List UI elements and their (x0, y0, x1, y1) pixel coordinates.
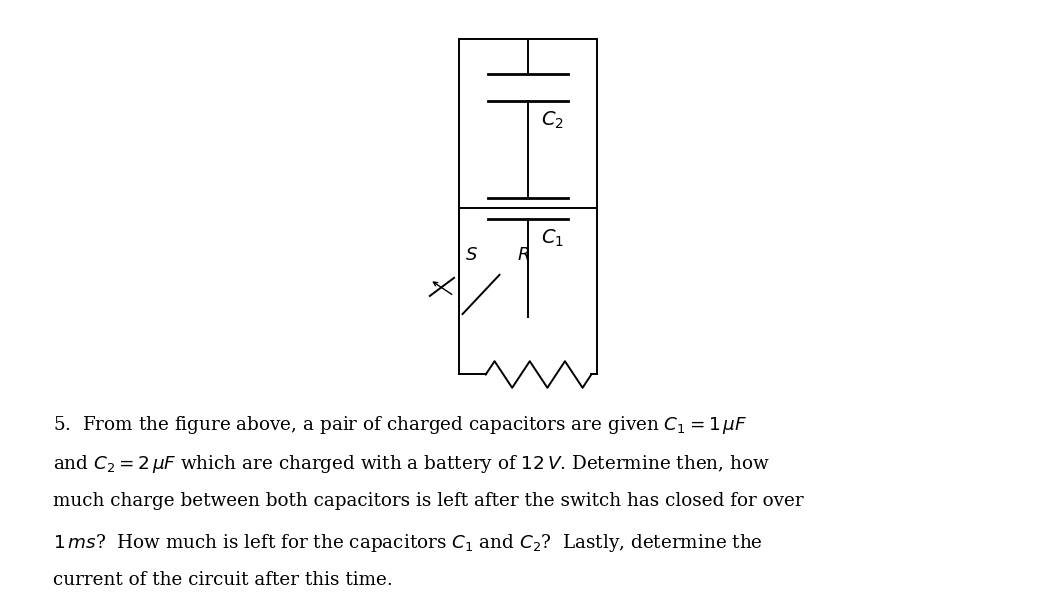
Text: $S$: $S$ (465, 246, 477, 264)
Text: 5.  From the figure above, a pair of charged capacitors are given $C_1 = 1\,\mu : 5. From the figure above, a pair of char… (53, 414, 747, 435)
Text: $C_2$: $C_2$ (541, 110, 564, 132)
Text: $R$: $R$ (517, 246, 530, 264)
Text: $1\,ms$?  How much is left for the capacitors $C_1$ and $C_2$?  Lastly, determin: $1\,ms$? How much is left for the capaci… (53, 532, 762, 553)
Text: and $C_2 = 2\,\mu F$ which are charged with a battery of $12\,V$. Determine then: and $C_2 = 2\,\mu F$ which are charged w… (53, 453, 770, 475)
Text: current of the circuit after this time.: current of the circuit after this time. (53, 571, 393, 589)
Text: $C_1$: $C_1$ (541, 228, 564, 249)
Text: much charge between both capacitors is left after the switch has closed for over: much charge between both capacitors is l… (53, 492, 804, 510)
